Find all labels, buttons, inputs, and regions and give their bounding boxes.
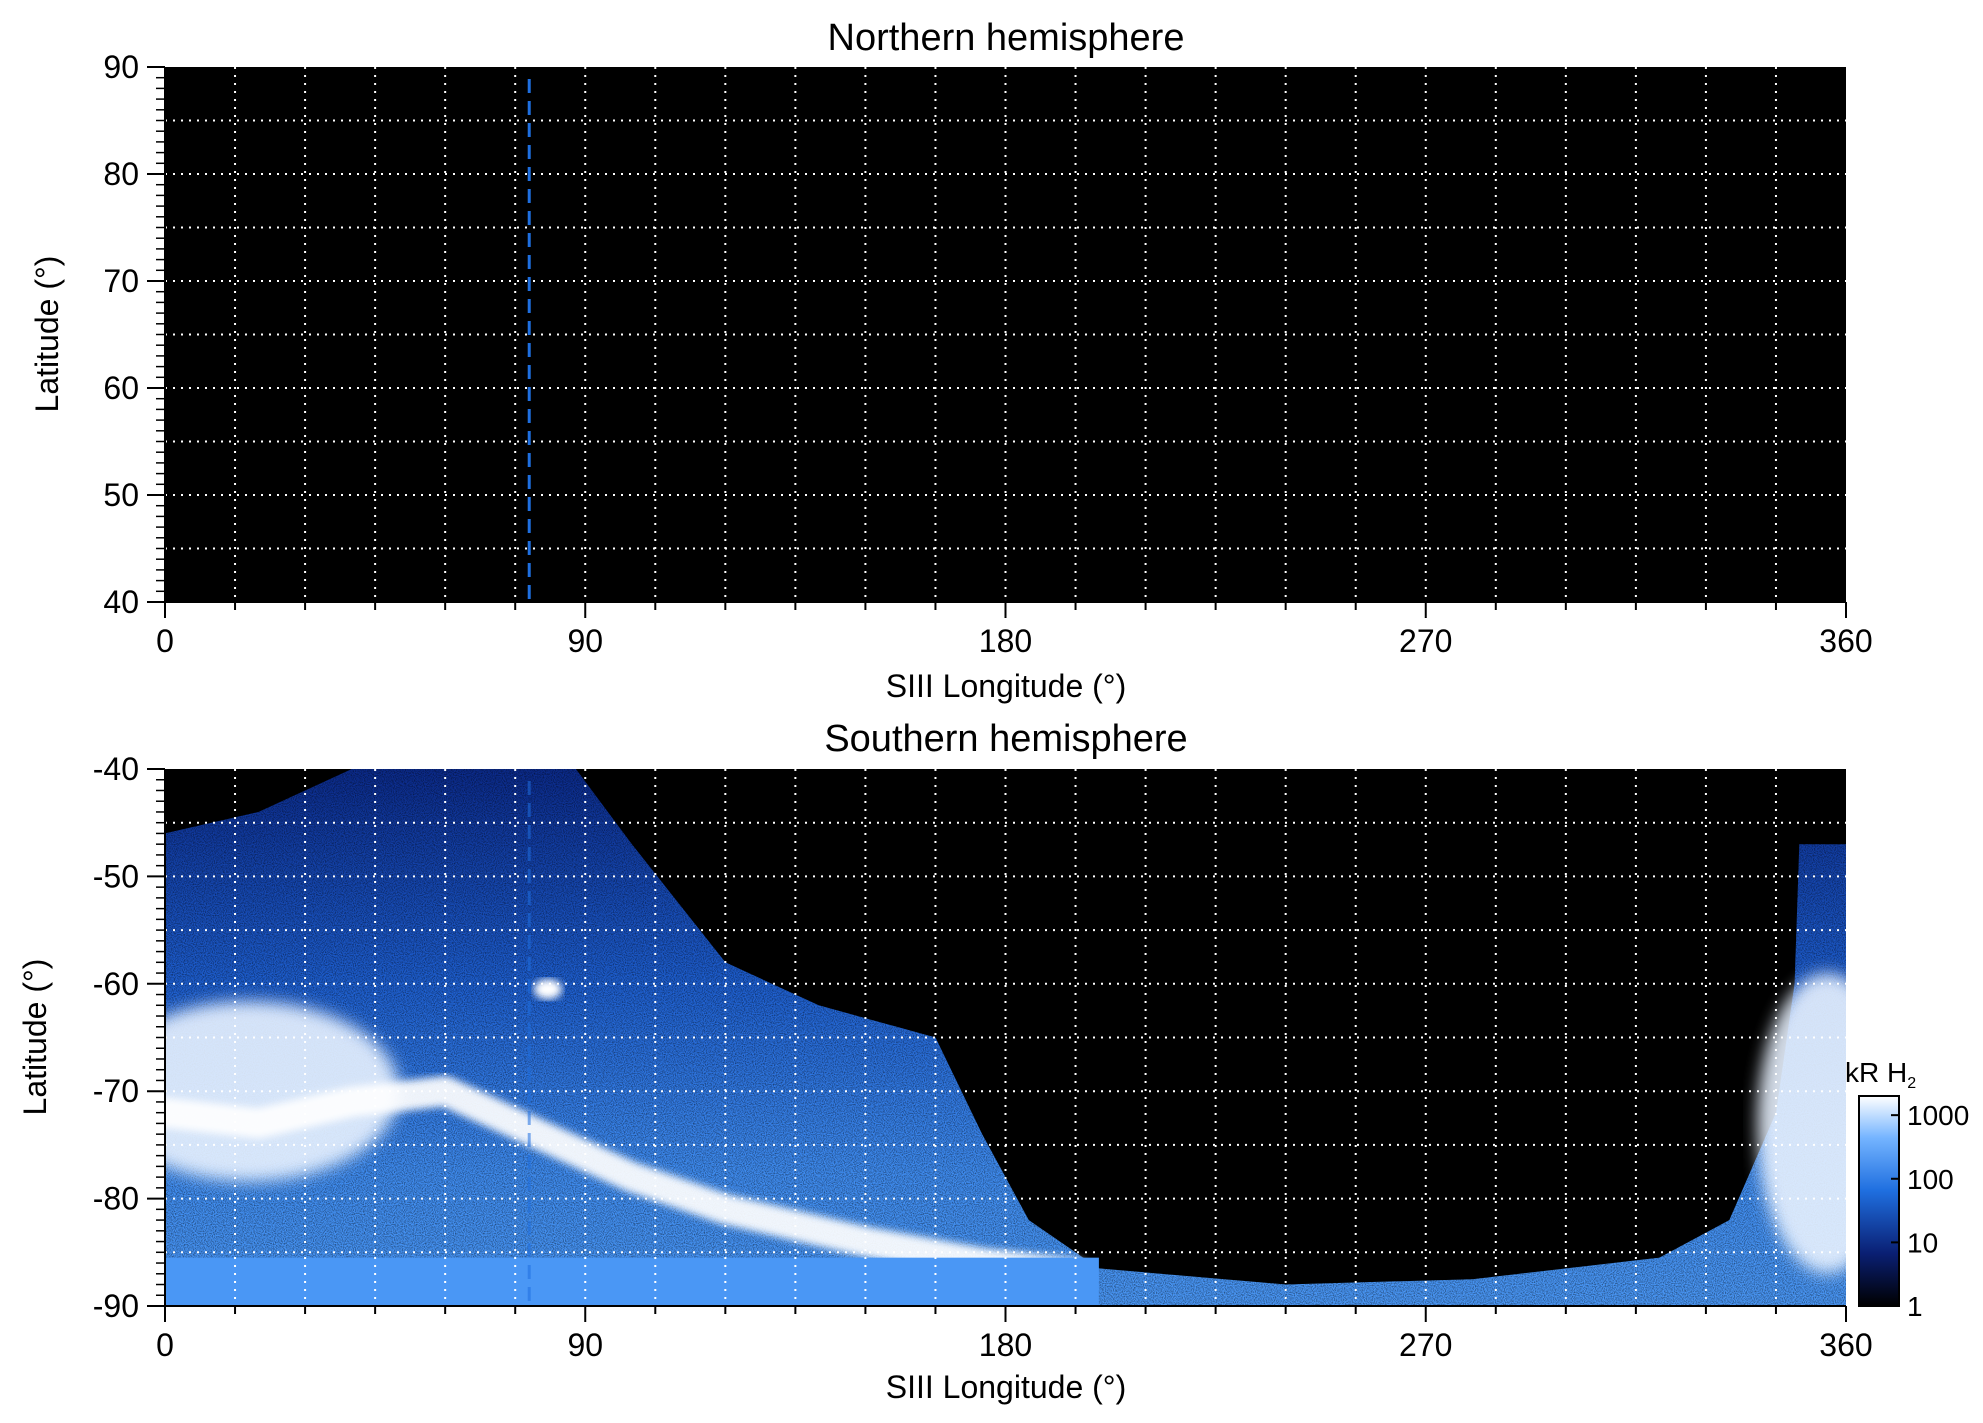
colorbar-title-prefix: kR H bbox=[1845, 1057, 1907, 1088]
y-tick-label: 60 bbox=[103, 370, 139, 406]
y-tick-label: 70 bbox=[103, 263, 139, 299]
colorbar-tick-label: 1000 bbox=[1907, 1100, 1969, 1131]
colorbar-tick-label: 10 bbox=[1907, 1227, 1938, 1258]
y-tick-label: -60 bbox=[93, 966, 139, 1002]
x-tick-label: 180 bbox=[979, 623, 1032, 659]
polar-strip bbox=[165, 1257, 1099, 1306]
south-emission bbox=[165, 769, 1846, 1306]
colorbar-tick-label: 100 bbox=[1907, 1164, 1954, 1195]
south-title: Southern hemisphere bbox=[824, 718, 1187, 760]
north-axes: 0 90 180 270 360 90 80 70 60 50 40 bbox=[103, 49, 1872, 659]
x-tick-label: 90 bbox=[567, 623, 603, 659]
x-tick-label: 360 bbox=[1819, 1327, 1872, 1363]
x-tick-label: 0 bbox=[156, 623, 174, 659]
colorbar-tick-label: 1 bbox=[1907, 1291, 1923, 1322]
y-tick-label: -40 bbox=[93, 751, 139, 787]
north-y-axis-label: Latitude (°) bbox=[29, 256, 65, 413]
y-tick-label: 50 bbox=[103, 477, 139, 513]
colorbar-title-subscript: 2 bbox=[1907, 1075, 1916, 1092]
colorbar: kR H2 1000 100 10 1 bbox=[1845, 1057, 1969, 1322]
south-y-axis-label: Latitude (°) bbox=[17, 959, 53, 1116]
x-tick-label: 0 bbox=[156, 1327, 174, 1363]
y-tick-label: 80 bbox=[103, 156, 139, 192]
colorbar-title: kR H2 bbox=[1845, 1057, 1916, 1092]
bright-emission-right bbox=[1757, 973, 1846, 1274]
colorbar-gradient bbox=[1858, 1095, 1900, 1307]
north-title: Northern hemisphere bbox=[828, 17, 1185, 59]
north-grid bbox=[165, 67, 1846, 602]
x-tick-label: 360 bbox=[1819, 623, 1872, 659]
south-grid bbox=[165, 769, 1846, 1306]
x-tick-label: 270 bbox=[1399, 623, 1452, 659]
northern-panel: Northern hemisphere 0 90 180 270 360 90 80 70 60… bbox=[29, 17, 1873, 704]
main-auroral-oval bbox=[165, 1076, 1091, 1289]
x-tick-label: 270 bbox=[1399, 1327, 1452, 1363]
south-x-axis-label: SIII Longitude (°) bbox=[886, 1369, 1126, 1405]
north-x-axis-label: SIII Longitude (°) bbox=[886, 668, 1126, 704]
southern-panel: Southern hemisphere 0 90 180 270 360 -40 -50 -6… bbox=[17, 718, 1873, 1405]
y-tick-label: -70 bbox=[93, 1073, 139, 1109]
colorbar-ticks: 1000 100 10 1 bbox=[1891, 1100, 1969, 1322]
y-tick-label: -50 bbox=[93, 858, 139, 894]
x-tick-label: 180 bbox=[979, 1327, 1032, 1363]
south-axes: 0 90 180 270 360 -40 -50 -60 -70 -80 -90 bbox=[93, 751, 1873, 1363]
y-tick-label: 90 bbox=[103, 49, 139, 85]
y-tick-label: -80 bbox=[93, 1181, 139, 1217]
bright-spot bbox=[533, 979, 562, 1000]
bright-emission-left bbox=[165, 1001, 400, 1182]
y-tick-label: -90 bbox=[93, 1288, 139, 1324]
y-tick-label: 40 bbox=[103, 584, 139, 620]
x-tick-label: 90 bbox=[567, 1327, 603, 1363]
